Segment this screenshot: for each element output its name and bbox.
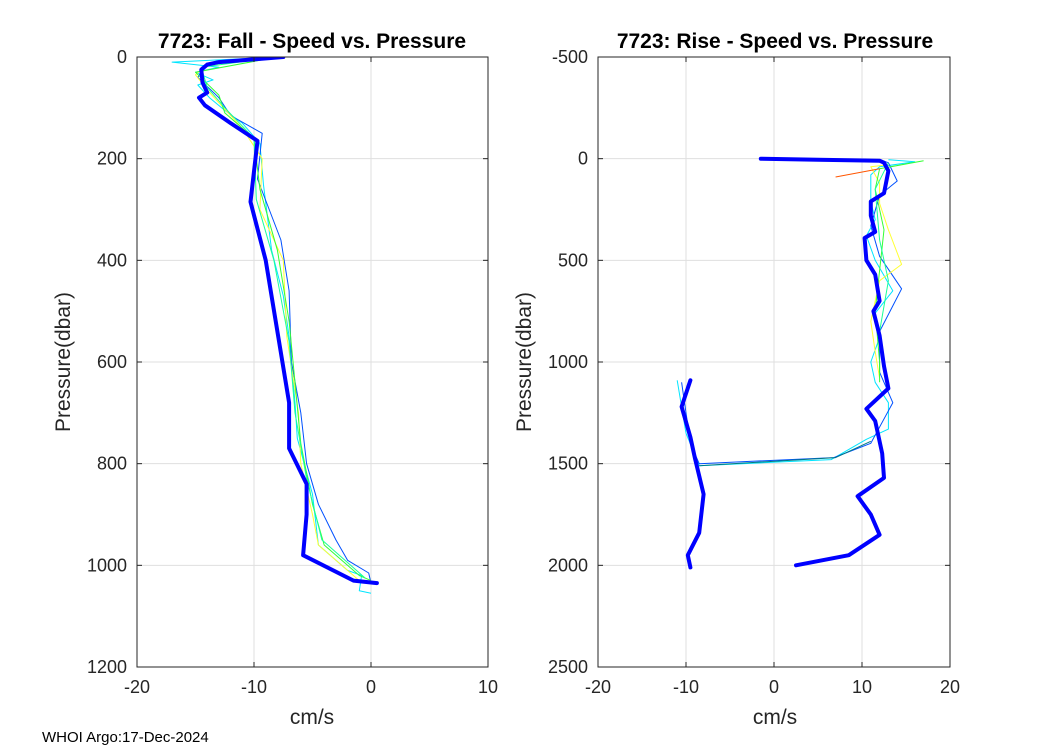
series-line-s3 bbox=[870, 164, 903, 379]
chart-title: 7723: Rise - Speed vs. Pressure bbox=[617, 30, 933, 53]
x-tick-label: 0 bbox=[769, 677, 779, 697]
y-tick-label: 200 bbox=[97, 149, 127, 169]
y-tick-label: 1500 bbox=[548, 454, 588, 474]
x-tick-label: 10 bbox=[478, 677, 498, 697]
chart-title: 7723: Fall - Speed vs. Pressure bbox=[158, 30, 466, 53]
plot-area: -20 -10 0 10 20 -500 0 500 1000 1500 2000 2500 bbox=[548, 47, 960, 697]
y-tick-label: 0 bbox=[117, 47, 127, 67]
x-tick-label: -10 bbox=[241, 677, 267, 697]
series-line-s7 bbox=[699, 440, 872, 467]
series-line-s5 bbox=[200, 57, 366, 579]
y-tick-label: 400 bbox=[97, 250, 127, 270]
y-tick-label: 2500 bbox=[548, 657, 588, 677]
y-tick-label: 600 bbox=[97, 352, 127, 372]
y-axis-label: Pressure(dbar) bbox=[513, 292, 536, 432]
y-axis-label: Pressure(dbar) bbox=[52, 292, 75, 432]
y-tick-label: 800 bbox=[97, 454, 127, 474]
y-tick-label: 1000 bbox=[87, 555, 127, 575]
series-line-s6 bbox=[835, 168, 880, 178]
y-tick-label: 0 bbox=[578, 149, 588, 169]
rise-speed-chart: -20 -10 0 10 20 -500 0 500 1000 1500 2000 2500 7723… bbox=[513, 30, 960, 729]
mean-speed-line bbox=[758, 156, 891, 568]
y-tick-label: 500 bbox=[558, 250, 588, 270]
y-tick-label: -500 bbox=[552, 47, 588, 67]
series-line-s4 bbox=[195, 57, 372, 582]
series-group bbox=[171, 57, 379, 594]
y-tick-label: 1000 bbox=[548, 352, 588, 372]
x-tick-label: -20 bbox=[585, 677, 611, 697]
x-axis-label: cm/s bbox=[753, 706, 797, 729]
y-tick-label: 1200 bbox=[87, 657, 127, 677]
x-axis-label: cm/s bbox=[290, 706, 334, 729]
x-tick-label: 0 bbox=[366, 677, 376, 697]
series-group bbox=[676, 156, 924, 570]
series-line-s2 bbox=[197, 57, 372, 584]
x-tick-label: 20 bbox=[940, 677, 960, 697]
mean-speed-line bbox=[197, 57, 379, 586]
footer-timestamp: WHOI Argo:17-Dec-2024 bbox=[42, 729, 209, 746]
x-tick-label: 10 bbox=[852, 677, 872, 697]
y-tick-label: 2000 bbox=[548, 555, 588, 575]
mean-speed-line bbox=[679, 378, 706, 570]
x-tick-label: -10 bbox=[673, 677, 699, 697]
x-tick-label: -20 bbox=[124, 677, 150, 697]
